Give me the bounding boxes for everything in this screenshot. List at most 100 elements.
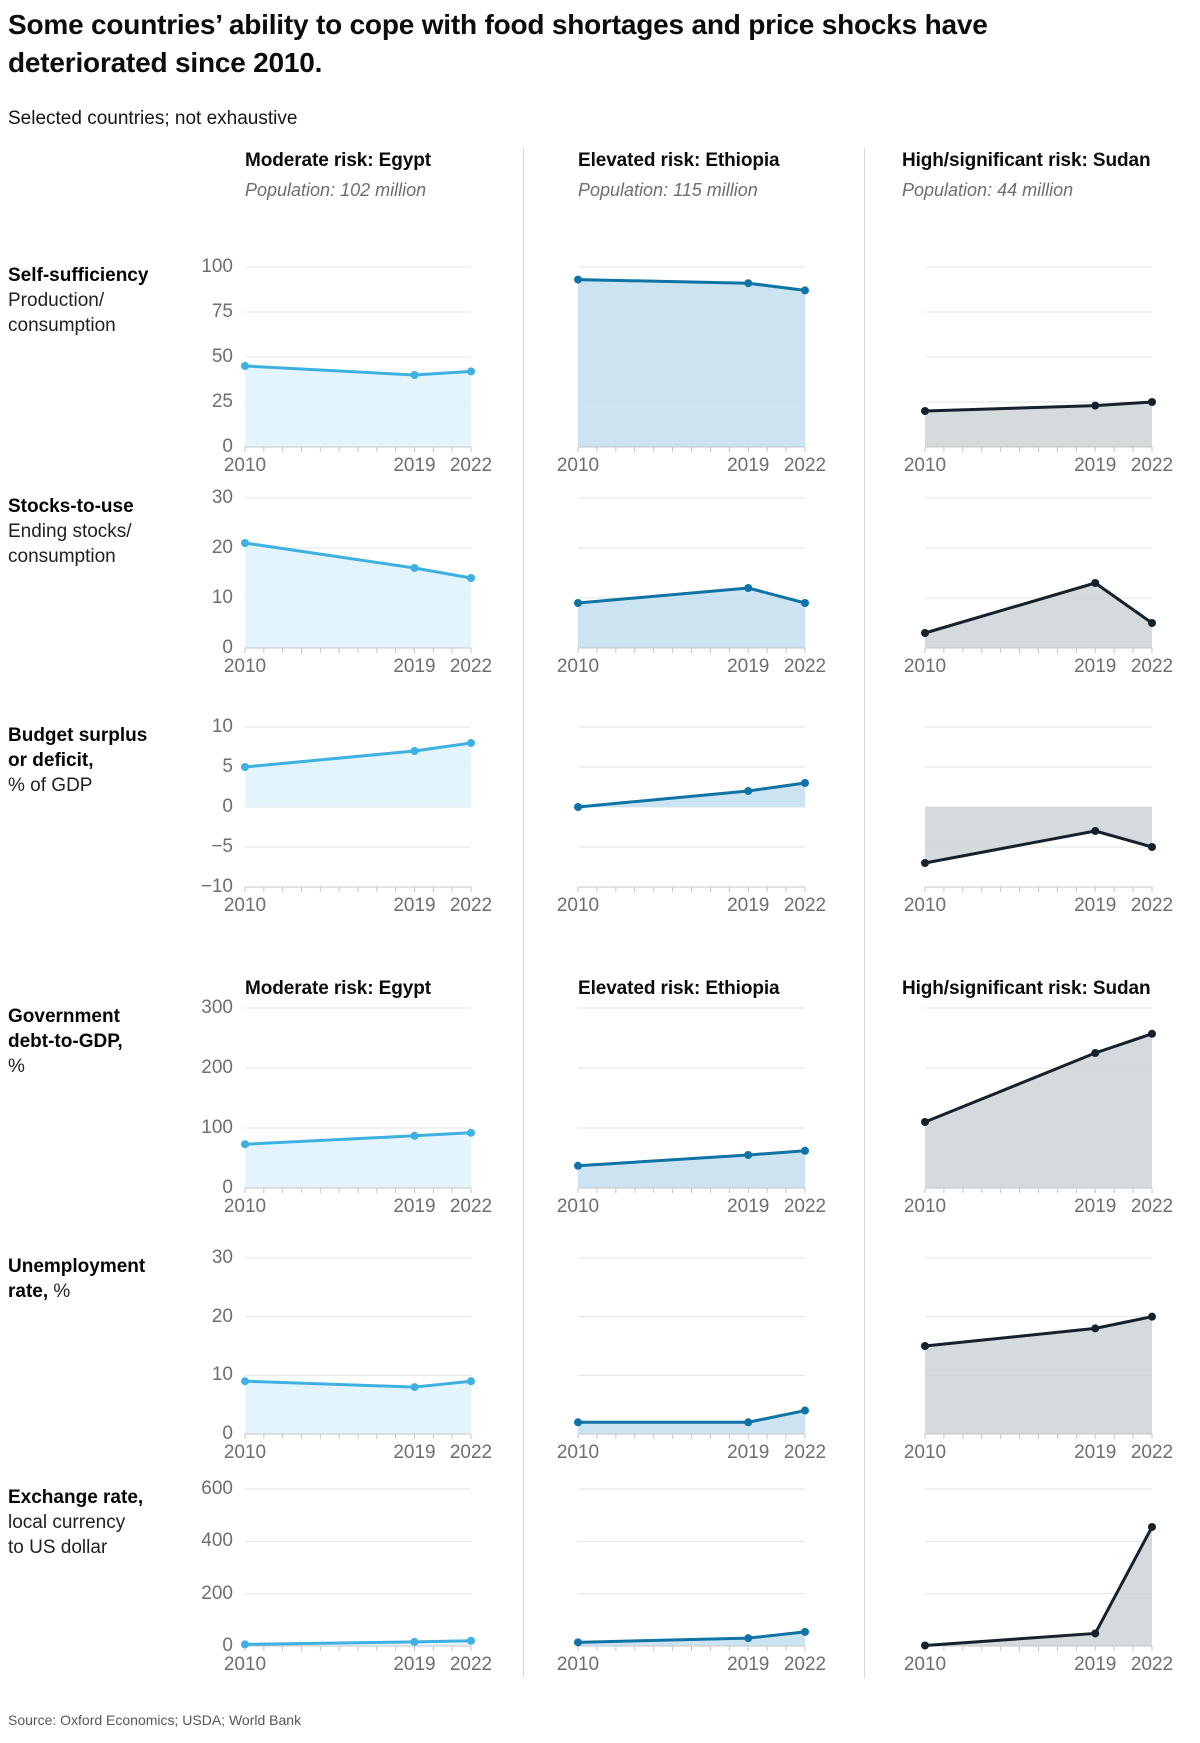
x-tick-label: 2019 [727,1196,770,1217]
x-tick-label: 2022 [449,1654,493,1675]
area-fill [925,1526,1152,1646]
y-tick-label: 0 [222,1423,233,1444]
area-fill [925,1033,1152,1188]
data-point [241,1140,249,1149]
area-fill [578,279,805,447]
chart-budget-balance-ethiopia [574,726,809,892]
data-point [241,1640,249,1649]
data-point [410,1383,419,1392]
x-tick-label: 2010 [223,1442,267,1463]
x-tick-label: 2019 [393,1654,436,1675]
x-tick-label: 2010 [903,1442,947,1463]
data-point [921,629,929,637]
data-point [574,599,582,607]
data-point [921,1641,929,1650]
y-tick-label: 20 [211,537,233,558]
chart-exchange-rate-ethiopia [574,1488,809,1651]
chart-stocks-to-use-egypt [241,497,475,653]
data-point [574,275,582,284]
x-tick-label: 2010 [903,1654,947,1675]
column-divider [864,148,865,1678]
x-tick-label: 2019 [1074,656,1117,677]
chart-budget-balance-egypt [241,726,475,892]
chart-budget-balance-sudan [921,726,1156,892]
area-fill [245,743,471,807]
area-fill [578,783,805,807]
row-label-stocks-to-use: consumption [8,546,116,567]
chart-debt-to-gdp-ethiopia [574,1007,809,1193]
chart-self-sufficiency-sudan [921,266,1156,452]
data-point [1091,401,1100,410]
y-tick-label: 300 [201,997,233,1018]
x-tick-label: 2019 [393,656,436,677]
x-tick-label: 2010 [556,1442,600,1463]
x-tick-label: 2010 [223,656,267,677]
x-tick-label: 2022 [449,895,493,916]
x-tick-label: 2022 [449,656,493,677]
data-point [241,539,249,547]
y-tick-label: 30 [211,487,233,508]
y-tick-label: 0 [222,1177,233,1198]
x-tick-label: 2019 [727,656,770,677]
x-tick-label: 2010 [223,1654,267,1675]
y-tick-label: 100 [201,1117,233,1138]
column-header-egypt: Moderate risk: Egypt [245,978,431,999]
area-fill [245,366,471,447]
population-label-ethiopia: Population: 115 million [578,180,758,200]
x-tick-label: 2022 [783,455,827,476]
data-point [410,564,419,572]
data-point [1091,1629,1100,1638]
data-point [744,584,753,592]
y-tick-label: 200 [201,1582,233,1604]
area-fill [578,1410,805,1434]
data-point [744,787,753,795]
population-label-egypt: Population: 102 million [245,180,427,200]
x-tick-label: 2022 [1130,1196,1174,1217]
y-tick-label: 30 [211,1247,233,1268]
x-tick-label: 2019 [1074,1442,1117,1463]
row-label-debt-to-gdp: Government [8,1006,120,1027]
data-point [921,1342,929,1350]
data-point [1091,1049,1100,1057]
data-point [467,1128,475,1137]
chart-exchange-rate-egypt [241,1488,475,1651]
chart-debt-to-gdp-sudan [921,1007,1156,1193]
column-header-sudan: High/significant risk: Sudan [902,150,1151,171]
data-point [574,1161,582,1170]
data-point [467,574,475,582]
x-tick-label: 2010 [903,656,947,677]
row-label-stocks-to-use: Stocks-to-use [8,496,134,517]
column-header-egypt: Moderate risk: Egypt [245,150,431,171]
x-tick-label: 2022 [783,1196,827,1217]
row-label-stocks-to-use: Ending stocks/ [8,521,132,542]
x-tick-label: 2019 [393,455,436,476]
y-tick-label: −10 [200,876,233,897]
area-fill [925,402,1152,447]
y-tick-label: 100 [201,256,233,277]
y-tick-label: 25 [211,391,233,412]
y-tick-label: 5 [222,756,233,777]
x-tick-label: 2010 [223,1196,267,1217]
x-tick-label: 2010 [556,656,600,677]
chart-unemployment-egypt [241,1257,475,1439]
data-point [1148,619,1156,627]
data-point [410,747,419,755]
row-label-budget-balance: % of GDP [8,775,93,796]
x-tick-label: 2022 [1130,455,1174,476]
data-point [241,763,249,771]
area-fill [245,1132,471,1188]
x-tick-label: 2019 [1074,1196,1117,1217]
data-point [241,1377,249,1386]
data-point [467,739,475,747]
chart-self-sufficiency-ethiopia [574,266,809,452]
chart-stocks-to-use-ethiopia [574,497,809,653]
x-tick-label: 2010 [556,1654,600,1675]
y-tick-label: −5 [211,836,233,857]
column-header-ethiopia: Elevated risk: Ethiopia [578,978,780,999]
y-tick-label: 0 [222,637,233,658]
row-label-self-sufficiency: consumption [8,315,116,336]
y-tick-label: 50 [211,346,233,367]
y-tick-label: 200 [201,1057,233,1078]
row-label-exchange-rate: to US dollar [8,1537,108,1558]
